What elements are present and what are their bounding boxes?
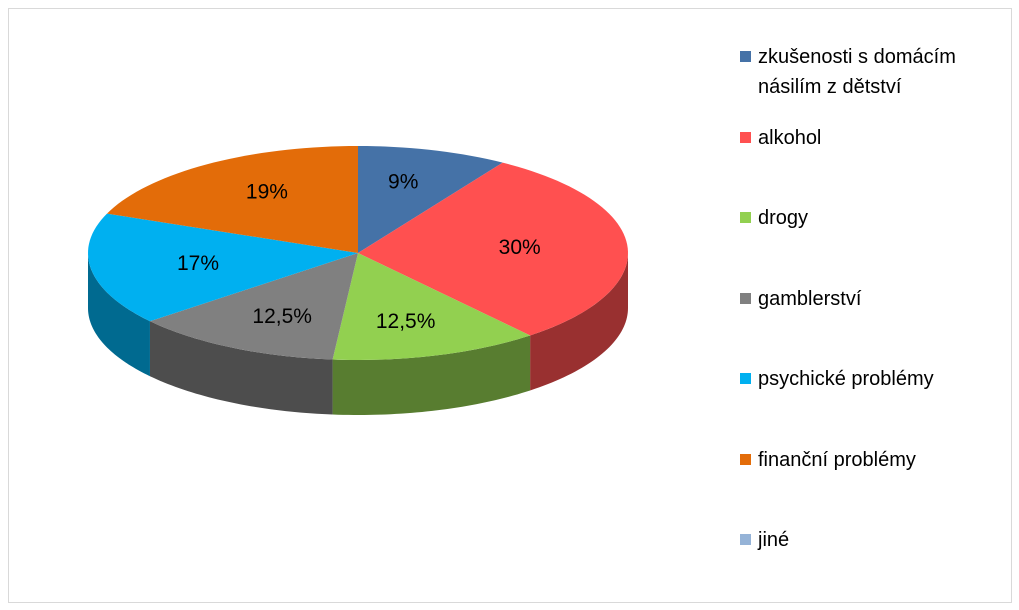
legend-label: drogy: [758, 207, 809, 229]
pie-slice: [358, 162, 628, 336]
legend-label: jiné: [758, 529, 790, 551]
legend-swatch: [740, 212, 751, 223]
legend-swatch: [740, 453, 751, 465]
pie-slice: [149, 253, 358, 360]
pie-slice: [88, 213, 359, 322]
legend-label: finanční problémy: [758, 448, 916, 471]
legend-label: gamblerství: [758, 287, 862, 310]
data-label: 19%: [246, 180, 288, 203]
pie-side: [332, 335, 531, 415]
legend-item: alkohol: [740, 123, 1000, 153]
legend-item: gamblerství: [740, 284, 1000, 314]
data-label: 9%: [388, 171, 418, 194]
legend-swatch: [740, 373, 751, 384]
data-label: 30%: [499, 236, 541, 259]
data-label: 12,5%: [252, 305, 312, 328]
legend-item: psychické problémy: [740, 364, 1000, 394]
pie-slice: [332, 253, 531, 360]
pie-side: [530, 253, 628, 391]
pie-side: [149, 321, 333, 415]
legend-label: alkohol: [758, 126, 822, 149]
legend-swatch: [740, 131, 751, 143]
legend-item: finanční problémy: [740, 445, 1000, 475]
pie-side: [88, 253, 150, 377]
data-label: 12,5%: [376, 310, 436, 333]
pie-slice: [358, 146, 503, 253]
legend-label: zkušenosti s domácím násilím z dětství: [758, 46, 956, 98]
legend-item: jiné: [740, 525, 1000, 555]
legend-swatch: [740, 292, 751, 304]
data-label: 17%: [177, 252, 219, 275]
legend-swatch: [740, 534, 751, 545]
legend-item: zkušenosti s domácím násilím z dětství: [740, 42, 1000, 102]
pie-slice: [106, 146, 359, 253]
legend-label: psychické problémy: [758, 368, 934, 390]
legend-item: drogy: [740, 203, 1000, 233]
legend-swatch: [740, 51, 751, 62]
